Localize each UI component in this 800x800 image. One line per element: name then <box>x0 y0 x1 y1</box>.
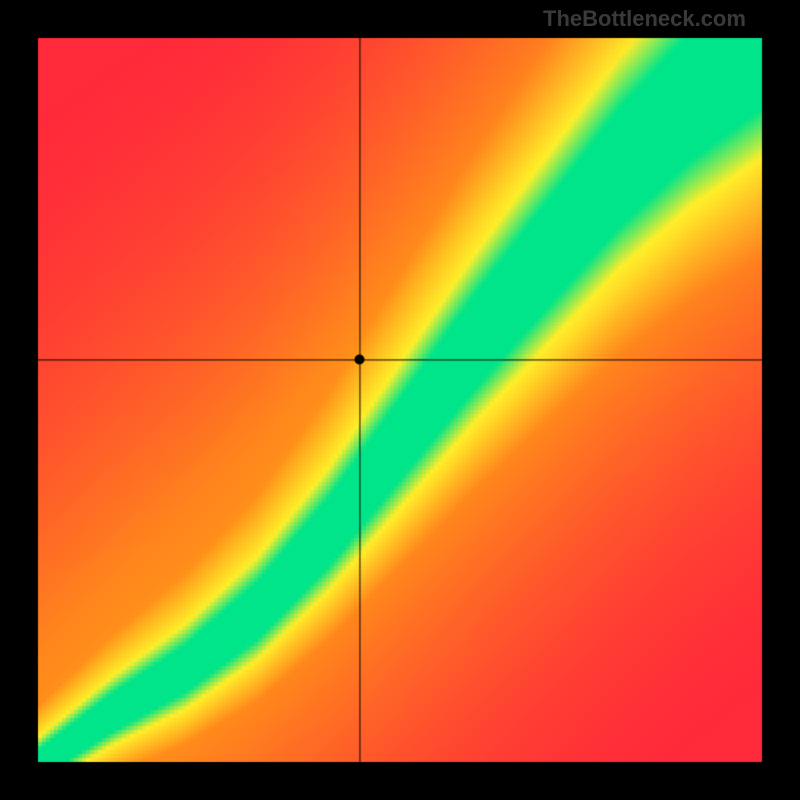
heatmap-canvas <box>0 0 800 800</box>
watermark-text: TheBottleneck.com <box>543 6 746 32</box>
chart-container: TheBottleneck.com <box>0 0 800 800</box>
